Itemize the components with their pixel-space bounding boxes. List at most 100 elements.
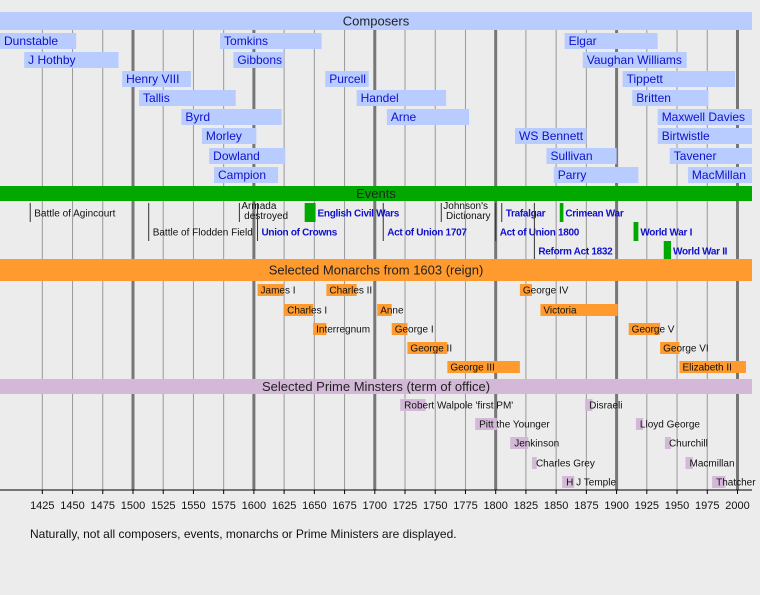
pm-label: Robert Walpole 'first PM' bbox=[404, 401, 513, 412]
composer-bar bbox=[622, 71, 736, 87]
pm-bar bbox=[635, 418, 644, 430]
event-bar bbox=[304, 203, 316, 222]
section-band bbox=[0, 379, 752, 394]
event-label: Act of Union 1707 bbox=[387, 228, 467, 239]
x-tick-label: 1775 bbox=[453, 500, 477, 512]
monarch-bar bbox=[628, 323, 661, 335]
composer-bar bbox=[632, 90, 709, 106]
event-label: Union of Crowns bbox=[262, 228, 338, 239]
composer-bar bbox=[181, 109, 282, 125]
pm-bar bbox=[531, 457, 537, 469]
composer-label: Elgar bbox=[569, 34, 597, 48]
monarch-bar bbox=[679, 361, 746, 373]
composer-label: MacMillan bbox=[692, 168, 746, 182]
composer-bar bbox=[386, 109, 470, 125]
composer-bar bbox=[24, 52, 119, 68]
pm-label: H J Temple bbox=[566, 478, 616, 489]
monarch-bar bbox=[447, 361, 520, 373]
monarch-label: Interregnum bbox=[316, 325, 370, 336]
composer-bar bbox=[553, 167, 639, 183]
pm-bar bbox=[475, 418, 497, 430]
composer-label: Gibbons bbox=[237, 53, 282, 67]
composer-bar bbox=[546, 148, 617, 164]
monarch-bar bbox=[407, 342, 448, 354]
section-title: Selected Monarchs from 1603 (reign) bbox=[269, 262, 484, 277]
composer-label: Byrd bbox=[185, 110, 210, 124]
composer-label: WS Bennett bbox=[519, 129, 584, 143]
section-title: Composers bbox=[343, 13, 410, 28]
section-band bbox=[0, 186, 752, 201]
composer-bar bbox=[564, 33, 658, 49]
composer-bar bbox=[201, 128, 257, 144]
monarch-bar bbox=[257, 284, 285, 296]
monarch-bar bbox=[377, 304, 392, 316]
pm-label: Churchill bbox=[669, 439, 708, 450]
footnote: Naturally, not all composers, events, mo… bbox=[30, 527, 457, 541]
composer-label: Henry VIII bbox=[126, 72, 179, 86]
section-band bbox=[0, 259, 752, 281]
composer-label: Tippett bbox=[627, 72, 664, 86]
composer-label: Arne bbox=[391, 110, 417, 124]
composer-label: Tavener bbox=[674, 149, 717, 163]
composer-label: Parry bbox=[558, 168, 587, 182]
monarch-label: George III bbox=[450, 363, 494, 374]
pm-label: Jenkinson bbox=[514, 439, 559, 450]
event-bar bbox=[633, 222, 639, 241]
monarch-label: George I bbox=[395, 325, 434, 336]
x-tick-label: 1450 bbox=[60, 500, 84, 512]
composer-bar bbox=[139, 90, 236, 106]
composer-bar bbox=[0, 33, 77, 49]
x-tick-label: 1875 bbox=[574, 500, 598, 512]
pm-label: Thatcher bbox=[716, 478, 756, 489]
event-label: Trafalgar bbox=[506, 209, 546, 220]
composer-label: Morley bbox=[206, 129, 242, 143]
pm-label: Lloyd George bbox=[640, 420, 700, 431]
composer-label: Maxwell Davies bbox=[662, 110, 745, 124]
monarch-label: Elizabeth II bbox=[682, 363, 731, 374]
x-tick-label: 1900 bbox=[604, 500, 628, 512]
pm-bar bbox=[510, 437, 529, 449]
composer-bar bbox=[657, 128, 752, 144]
pm-label: Pitt the Younger bbox=[479, 420, 550, 431]
x-tick-label: 1625 bbox=[272, 500, 296, 512]
x-tick-label: 1800 bbox=[483, 500, 507, 512]
composer-bar bbox=[687, 167, 752, 183]
composer-label: Sullivan bbox=[550, 149, 592, 163]
composer-label: Vaughan Williams bbox=[587, 53, 682, 67]
event-label: Crimean War bbox=[565, 209, 623, 220]
x-tick-label: 1500 bbox=[121, 500, 145, 512]
x-tick-label: 1575 bbox=[211, 500, 235, 512]
event-label: Battle of Flodden Field bbox=[153, 228, 253, 239]
composer-label: Dunstable bbox=[4, 34, 58, 48]
event-label: Battle of Agincourt bbox=[34, 209, 115, 220]
x-tick-label: 1600 bbox=[242, 500, 266, 512]
composer-bar bbox=[213, 167, 279, 183]
composer-bar bbox=[356, 90, 447, 106]
event-label: Reform Act 1832 bbox=[538, 247, 613, 258]
section-title: Events bbox=[356, 186, 396, 201]
pm-bar bbox=[585, 399, 593, 411]
x-tick-label: 1650 bbox=[302, 500, 326, 512]
composer-label: Dowland bbox=[213, 149, 260, 163]
monarch-label: Victoria bbox=[543, 306, 577, 317]
x-tick-label: 1675 bbox=[332, 500, 356, 512]
section-band bbox=[0, 12, 752, 30]
composer-label: Britten bbox=[636, 91, 671, 105]
x-tick-label: 1700 bbox=[363, 500, 387, 512]
event-label: English Civil Wars bbox=[318, 209, 400, 220]
monarch-bar bbox=[284, 304, 314, 316]
x-tick-label: 1750 bbox=[423, 500, 447, 512]
composer-label: Tomkins bbox=[224, 34, 268, 48]
composer-bar bbox=[582, 52, 687, 68]
x-tick-label: 1825 bbox=[514, 500, 538, 512]
x-tick-label: 1725 bbox=[393, 500, 417, 512]
composer-bar bbox=[122, 71, 192, 87]
composer-label: Birtwistle bbox=[662, 129, 710, 143]
composer-bar bbox=[515, 128, 587, 144]
monarch-bar bbox=[540, 304, 618, 316]
composer-bar bbox=[209, 148, 286, 164]
monarch-label: George V bbox=[632, 325, 675, 336]
monarch-bar bbox=[391, 323, 408, 335]
monarch-bar bbox=[519, 284, 532, 296]
